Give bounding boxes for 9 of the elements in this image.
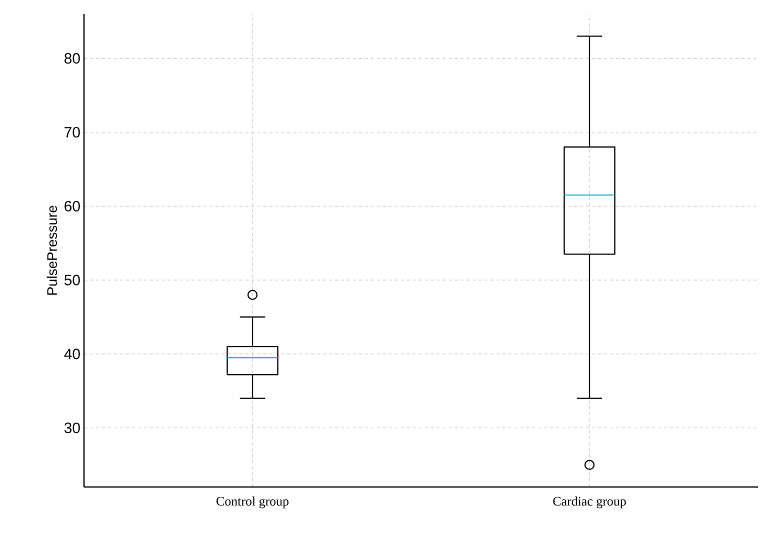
y-tick-label: 30 xyxy=(64,422,80,434)
y-tick-label: 60 xyxy=(64,200,80,212)
x-tick-label: Control group xyxy=(216,496,288,508)
x-tick-label: Cardiac group xyxy=(553,496,626,508)
y-tick-label: 80 xyxy=(64,53,80,64)
y-axis-title: PulsePressure xyxy=(46,206,58,295)
y-tick-label: 70 xyxy=(64,126,80,138)
y-tick-label: 40 xyxy=(64,348,80,360)
y-tick-label: 50 xyxy=(64,274,80,286)
